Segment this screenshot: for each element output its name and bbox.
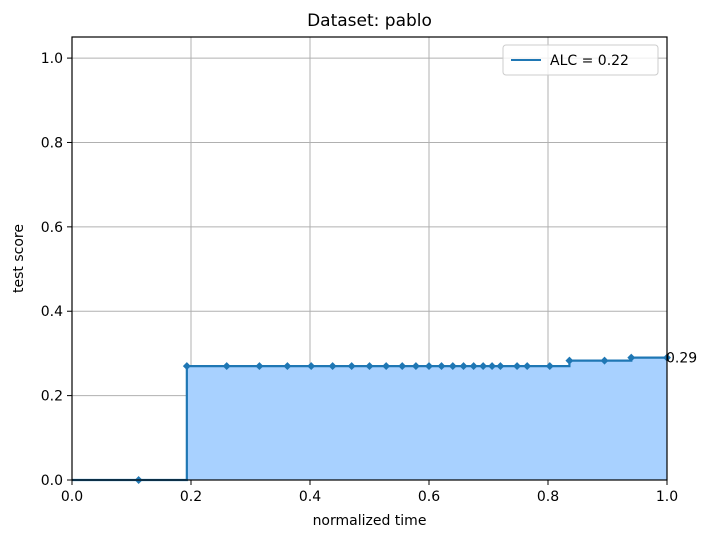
- data-point: [255, 362, 264, 371]
- data-point: [283, 362, 292, 371]
- data-point: [496, 362, 505, 371]
- data-point: [545, 362, 554, 371]
- data-point: [523, 362, 532, 371]
- x-tick-label: 0.8: [537, 489, 559, 505]
- data-point: [411, 362, 420, 371]
- x-axis-label: normalized time: [313, 513, 427, 529]
- x-tick-label: 1.0: [656, 489, 678, 505]
- data-point: [307, 362, 316, 371]
- data-point: [382, 362, 391, 371]
- data-point: [469, 362, 478, 371]
- area-fill: [72, 357, 667, 480]
- data-point: [565, 356, 574, 365]
- x-tick-label: 0.2: [180, 489, 202, 505]
- value-annotation: 0.29: [666, 351, 697, 367]
- y-axis-label: test score: [11, 224, 27, 293]
- legend-label: ALC = 0.22: [550, 53, 629, 69]
- x-tick-label: 0.4: [299, 489, 321, 505]
- data-point: [437, 362, 446, 371]
- y-tick-label: 0.0: [41, 473, 63, 489]
- y-tick-label: 0.6: [41, 220, 63, 236]
- data-point: [328, 362, 337, 371]
- chart-title: Dataset: pablo: [307, 11, 432, 31]
- data-point: [448, 362, 457, 371]
- y-tick-label: 0.2: [41, 389, 63, 405]
- data-point: [479, 362, 488, 371]
- legend-box: [502, 44, 659, 76]
- area-fill-shape: [72, 357, 667, 480]
- data-point: [425, 362, 433, 371]
- plot-frame: [71, 36, 668, 481]
- series-markers: [134, 353, 671, 484]
- data-point: [600, 356, 609, 365]
- data-point: [182, 362, 191, 371]
- data-point: [627, 353, 636, 362]
- y-tick-label: 0.8: [41, 135, 63, 151]
- x-tick-label: 0.6: [418, 489, 440, 505]
- y-tick-label: 0.4: [41, 304, 63, 320]
- data-point: [222, 362, 231, 371]
- data-point: [513, 362, 522, 371]
- ticks: 0.0 0.2 0.4 0.6 0.8 1.0 0.0 0.2 0.4 0.6 0.8 1.0: [41, 51, 678, 505]
- legend: ALC = 0.22: [502, 44, 659, 76]
- data-point: [488, 362, 497, 371]
- data-point: [398, 362, 407, 371]
- annotations: 0.29: [666, 351, 697, 367]
- data-point: [459, 362, 468, 371]
- data-point: [365, 362, 374, 371]
- data-point: [347, 362, 356, 371]
- x-tick-label: 0.0: [61, 489, 83, 505]
- y-tick-label: 1.0: [41, 51, 63, 67]
